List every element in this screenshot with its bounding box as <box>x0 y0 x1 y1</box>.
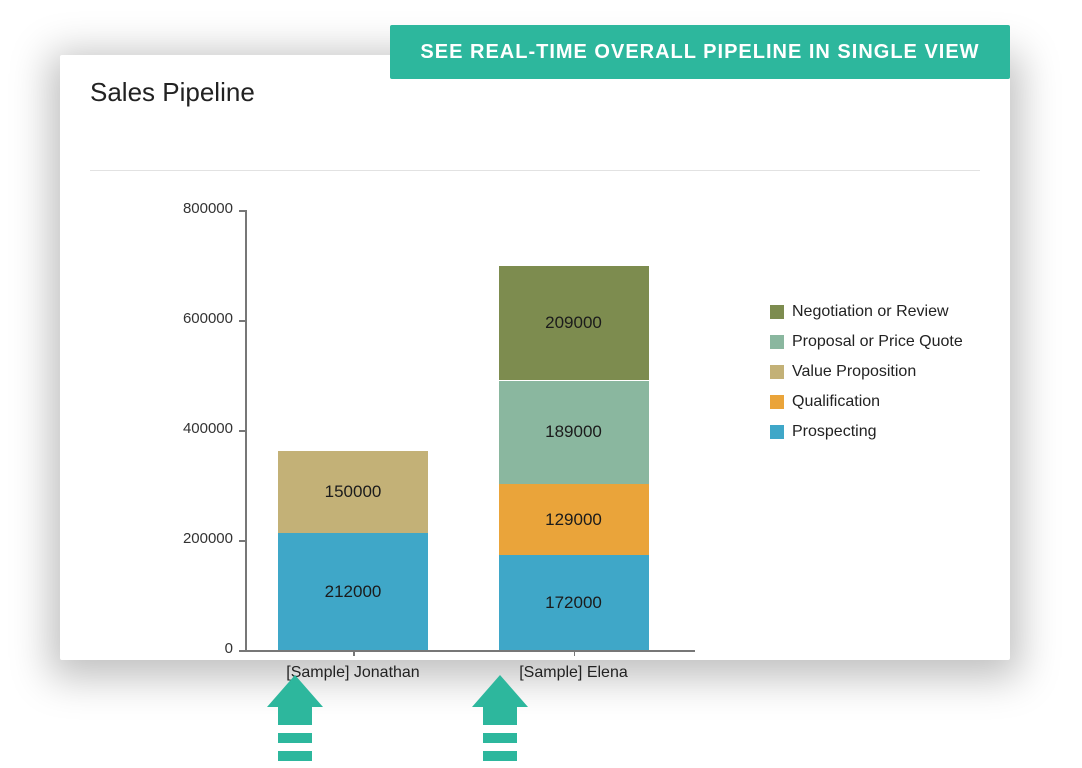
legend-label: Qualification <box>792 393 880 411</box>
legend-label: Negotiation or Review <box>792 303 949 321</box>
y-tick-label: 200000 <box>153 530 233 547</box>
legend-item: Negotiation or Review <box>770 303 949 321</box>
legend-label: Proposal or Price Quote <box>792 333 963 351</box>
pointer-arrow-icon <box>472 675 528 765</box>
legend-item: Qualification <box>770 393 880 411</box>
legend-item: Proposal or Price Quote <box>770 333 963 351</box>
y-tick-mark <box>239 430 245 432</box>
y-tick-mark <box>239 320 245 322</box>
card-divider <box>90 170 980 171</box>
y-tick-label: 400000 <box>153 420 233 437</box>
y-axis-line <box>245 210 247 650</box>
y-tick-label: 0 <box>153 640 233 657</box>
bar-segment: 209000 <box>499 266 649 381</box>
bar-segment: 212000 <box>278 533 428 650</box>
y-tick-mark <box>239 210 245 212</box>
bar-segment: 150000 <box>278 451 428 534</box>
card-title: Sales Pipeline <box>90 77 255 108</box>
x-axis-line <box>245 650 695 652</box>
legend-swatch <box>770 335 784 349</box>
legend-swatch <box>770 425 784 439</box>
legend-item: Value Proposition <box>770 363 916 381</box>
legend-label: Prospecting <box>792 423 877 441</box>
x-tick-mark <box>574 650 576 656</box>
x-tick-mark <box>353 650 355 656</box>
legend-swatch <box>770 305 784 319</box>
canvas: Sales Pipeline 0 200000 400000 600000 800000… <box>0 0 1082 768</box>
bar-segment: 172000 <box>499 555 649 650</box>
bar-segment: 189000 <box>499 381 649 485</box>
legend-item: Prospecting <box>770 423 877 441</box>
pointer-arrow-icon <box>267 675 323 765</box>
legend-swatch <box>770 395 784 409</box>
chart-card: Sales Pipeline 0 200000 400000 600000 800000… <box>60 55 1010 660</box>
callout-banner: SEE REAL-TIME OVERALL PIPELINE IN SINGLE… <box>390 25 1010 79</box>
y-tick-label: 800000 <box>153 200 233 217</box>
callout-banner-text: SEE REAL-TIME OVERALL PIPELINE IN SINGLE… <box>420 41 979 64</box>
y-tick-mark <box>239 650 245 652</box>
legend-label: Value Proposition <box>792 363 916 381</box>
y-tick-label: 600000 <box>153 310 233 327</box>
bar-segment: 129000 <box>499 484 649 555</box>
y-tick-mark <box>239 540 245 542</box>
legend-swatch <box>770 365 784 379</box>
